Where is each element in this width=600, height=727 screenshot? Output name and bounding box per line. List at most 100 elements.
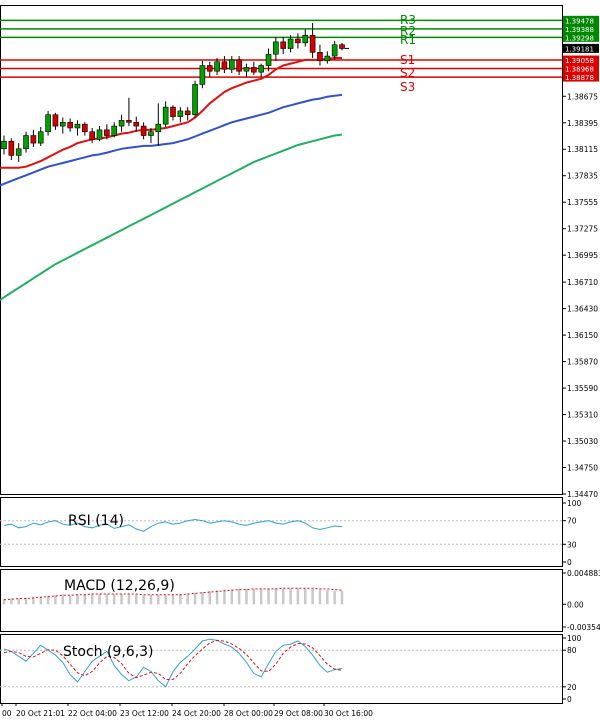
candle-body <box>170 106 176 117</box>
price-tick-label: 1.36430 <box>567 305 598 314</box>
candle-body <box>52 114 59 127</box>
price-tick-label: 1.36995 <box>567 251 598 260</box>
candle-body <box>82 123 88 133</box>
candle-body <box>74 123 81 129</box>
level-name-s2: S2 <box>400 66 415 80</box>
macd-tick-label: -0.003544 <box>567 623 600 632</box>
candle-body <box>30 135 37 144</box>
ma-mid-line <box>0 93 343 187</box>
candle-body <box>1 140 7 150</box>
level-price-box-s3 <box>563 72 599 82</box>
candle-body <box>45 114 51 133</box>
candle-body <box>89 131 95 140</box>
candle-body <box>192 84 198 116</box>
candle-body <box>302 34 309 44</box>
candle-body <box>287 38 294 49</box>
level-name-s3: S3 <box>400 80 415 94</box>
panel-frame-rsi <box>0 497 563 567</box>
ma-slow-line <box>0 133 343 301</box>
panel-frame-main <box>0 5 563 495</box>
price-tick-label: 1.38395 <box>567 119 598 128</box>
candle-body <box>317 51 323 62</box>
price-tick-label: 1.37835 <box>567 172 598 181</box>
level-price-box-s1 <box>563 55 599 65</box>
candle-body <box>140 125 147 136</box>
stoch-k-line <box>3 638 343 688</box>
stoch-tick-label: 100 <box>567 634 582 643</box>
candle-body <box>309 34 316 53</box>
candle-body <box>339 44 345 49</box>
level-name-r2: R2 <box>400 24 416 38</box>
level-name-r3: R3 <box>400 13 416 27</box>
time-label: 24 Oct 20:00 <box>172 709 221 718</box>
candle-body <box>15 148 22 156</box>
level-price-label: 1.39388 <box>565 26 594 34</box>
candle-body <box>23 135 29 150</box>
current-price-label: 1.39181 <box>565 45 594 53</box>
time-label: 22 Oct 04:00 <box>68 709 117 718</box>
rsi-title: RSI (14) <box>68 513 124 529</box>
rsi-tick-label: 0 <box>567 558 572 567</box>
candle-body <box>96 129 103 140</box>
candle-body <box>228 59 235 70</box>
level-price-box-r2 <box>563 24 599 34</box>
level-price-label: 1.39478 <box>565 17 594 25</box>
level-price-box-s2 <box>563 64 599 74</box>
level-price-box-r3 <box>563 15 599 25</box>
candle-body <box>118 120 125 127</box>
price-tick-label: 1.34750 <box>567 464 598 473</box>
rsi-tick-label: 100 <box>567 499 582 508</box>
level-price-label: 1.38878 <box>565 74 594 82</box>
candle-body <box>199 65 206 85</box>
level-name-r1: R1 <box>400 33 416 47</box>
time-label: 28 Oct 00:00 <box>224 709 273 718</box>
level-price-label: 1.38968 <box>565 66 594 74</box>
price-tick-label: 1.35030 <box>567 437 598 446</box>
candle-body <box>324 55 331 62</box>
level-name-s1: S1 <box>400 53 415 67</box>
stoch-title: Stoch (9,6,3) <box>63 644 154 660</box>
price-tick-label: 1.37555 <box>567 198 598 207</box>
price-tick-label: 1.38115 <box>567 145 598 154</box>
candle-body <box>162 106 169 125</box>
candle-body <box>331 44 338 57</box>
candle-body <box>8 140 15 156</box>
candle-body <box>155 123 162 133</box>
panel-frame-macd <box>0 569 563 632</box>
level-price-label: 1.39298 <box>565 34 594 42</box>
rsi-line <box>3 518 343 532</box>
price-tick-label: 1.35310 <box>567 411 598 420</box>
ma-fast-line <box>0 57 342 169</box>
price-tick-label: 1.35870 <box>567 358 598 367</box>
price-tick-label: 1.34470 <box>567 490 598 499</box>
time-label: 23 Oct 12:00 <box>120 709 169 718</box>
stoch-tick-label: 20 <box>567 683 577 692</box>
level-price-box-r1 <box>563 32 599 42</box>
macd-title: MACD (12,26,9) <box>64 578 175 594</box>
price-tick-label: 1.36150 <box>567 331 598 340</box>
price-tick-label: 1.35590 <box>567 384 598 393</box>
stoch-tick-label: 80 <box>567 646 577 655</box>
candle-body <box>221 61 228 70</box>
price-tick-label: 1.38675 <box>567 92 598 101</box>
candle-body <box>148 131 154 136</box>
candle-body <box>258 65 264 73</box>
candle-body <box>206 65 213 72</box>
time-label: 00 <box>2 709 12 718</box>
candle-body <box>104 129 110 136</box>
candle-body <box>236 59 242 72</box>
candle-body <box>251 67 257 73</box>
rsi-tick-label: 70 <box>567 517 577 526</box>
candle-body <box>265 53 272 66</box>
candle-body <box>67 121 73 129</box>
candle-body <box>295 38 301 44</box>
macd-tick-label: 0.004883 <box>567 569 600 578</box>
time-label: 30 Oct 16:00 <box>324 709 373 718</box>
candle-body <box>243 67 250 72</box>
candle-body <box>59 121 66 127</box>
time-label: 29 Oct 08:00 <box>274 709 323 718</box>
time-label: 20 Oct 21:01 <box>16 709 65 718</box>
price-tick-label: 1.36710 <box>567 278 598 287</box>
